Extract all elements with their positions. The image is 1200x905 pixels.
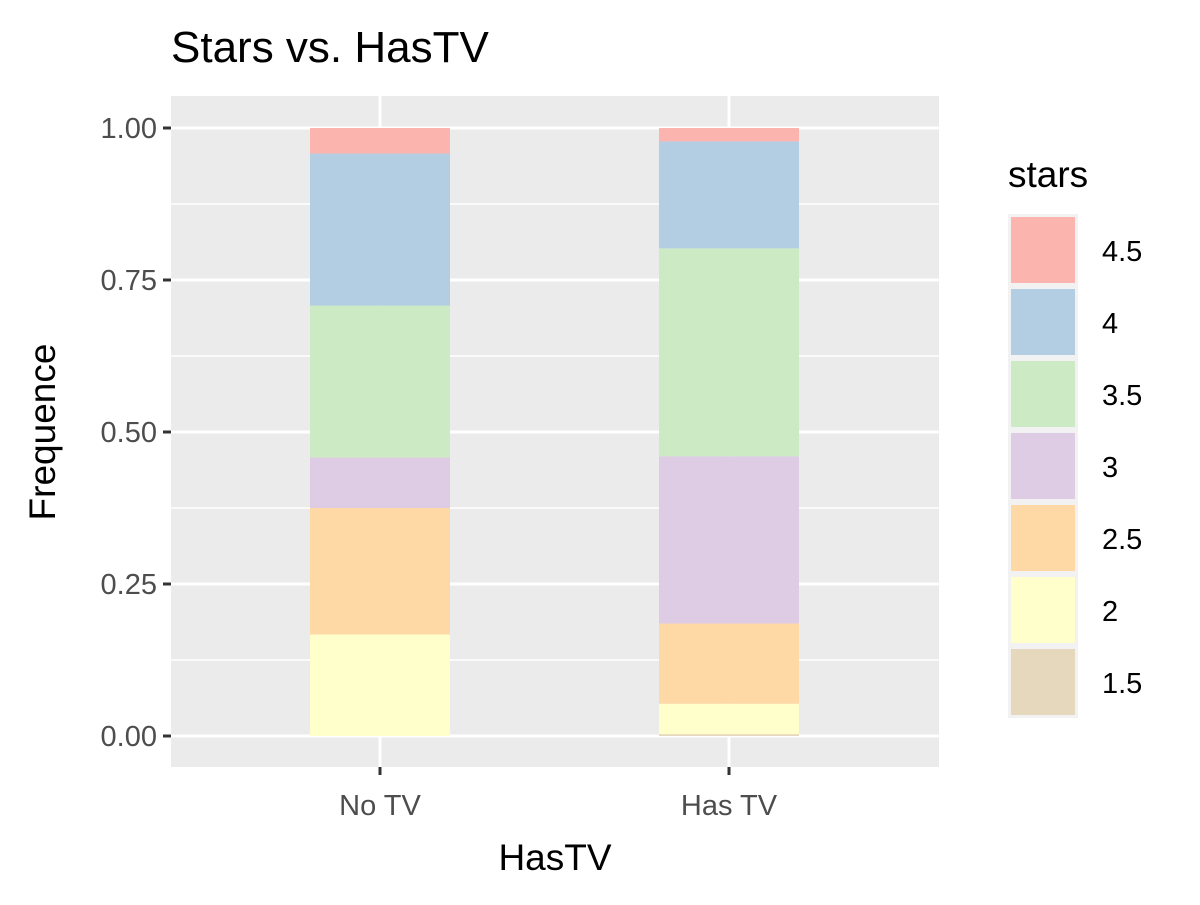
y-tick-label: 1.00 bbox=[101, 113, 157, 145]
x-tick-label: No TV bbox=[339, 790, 421, 822]
legend-key-label: 2.5 bbox=[1102, 524, 1142, 556]
legend-key-swatch bbox=[1011, 577, 1075, 643]
bar-segment bbox=[659, 141, 799, 249]
legend-key-label: 3 bbox=[1102, 452, 1118, 484]
legend-key-swatch bbox=[1011, 217, 1075, 283]
legend: stars 4.5 4 3.5 3 2.5 2 1.5 bbox=[1008, 154, 1142, 718]
x-tick-label: Has TV bbox=[681, 790, 778, 822]
legend-key-label: 1.5 bbox=[1102, 668, 1142, 700]
bar-segment bbox=[659, 734, 799, 736]
legend-key-swatch bbox=[1011, 361, 1075, 427]
legend-key-label: 4 bbox=[1102, 308, 1118, 340]
bar-segment bbox=[659, 456, 799, 624]
x-axis-label: HasTV bbox=[498, 837, 611, 878]
bar-segment bbox=[310, 508, 450, 635]
y-tick-label: 0.50 bbox=[101, 417, 157, 449]
bar-segment bbox=[659, 128, 799, 142]
bar-segment bbox=[659, 623, 799, 704]
y-axis: 0.00 0.25 0.50 0.75 1.00 bbox=[101, 113, 171, 753]
bar-segment bbox=[310, 153, 450, 306]
y-tick-label: 0.75 bbox=[101, 265, 157, 297]
bar-segment bbox=[310, 457, 450, 508]
chart-title: Stars vs. HasTV bbox=[171, 23, 489, 72]
bar-segment bbox=[310, 128, 450, 154]
legend-title: stars bbox=[1008, 154, 1088, 195]
bar-stacks bbox=[310, 128, 799, 736]
legend-key-swatch bbox=[1011, 505, 1075, 571]
bar-segment bbox=[310, 634, 450, 736]
legend-key-label: 4.5 bbox=[1102, 236, 1142, 268]
legend-key-label: 3.5 bbox=[1102, 380, 1142, 412]
x-axis: No TV Has TV bbox=[339, 767, 778, 822]
minor-gridlines bbox=[171, 203, 939, 661]
legend-key-label: 2 bbox=[1102, 596, 1118, 628]
legend-keys: 4.5 4 3.5 3 2.5 2 1.5 bbox=[1008, 214, 1142, 718]
y-tick-label: 0.00 bbox=[101, 721, 157, 753]
bar-segment bbox=[659, 248, 799, 457]
bar-segment bbox=[310, 305, 450, 458]
legend-key-swatch bbox=[1011, 649, 1075, 715]
y-tick-label: 0.25 bbox=[101, 569, 157, 601]
legend-key-swatch bbox=[1011, 433, 1075, 499]
legend-key-swatch bbox=[1011, 289, 1075, 355]
bar-segment bbox=[659, 703, 799, 735]
y-axis-label: Frequence bbox=[22, 344, 63, 521]
